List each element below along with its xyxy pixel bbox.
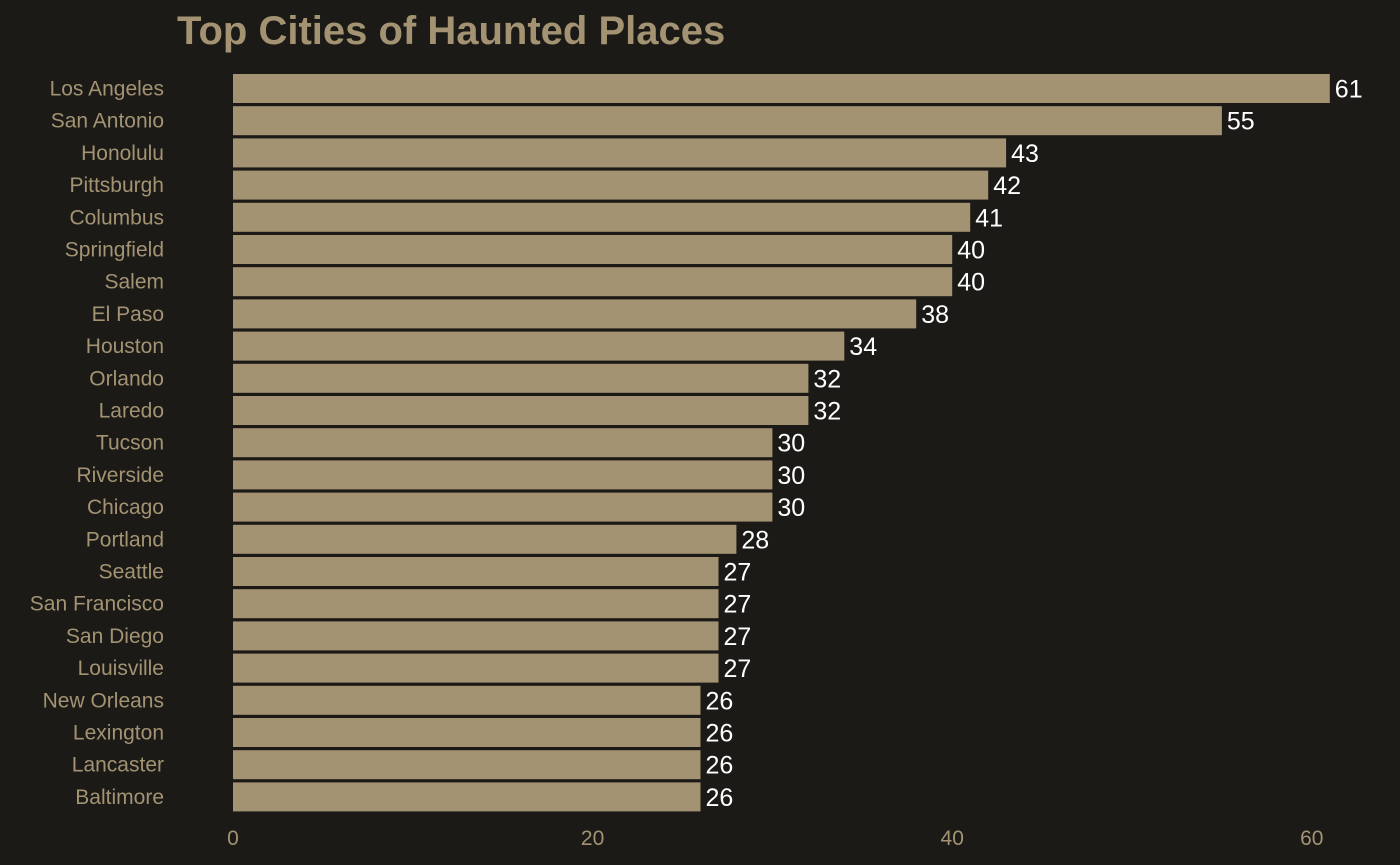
category-label: Louisville	[78, 657, 164, 680]
bar	[233, 782, 701, 812]
category-label: Pittsburgh	[69, 174, 164, 197]
x-axis-ticks: 0 20 40 60	[227, 827, 1323, 850]
bar	[233, 138, 1007, 168]
value-label: 27	[724, 623, 752, 651]
value-label: 61	[1335, 76, 1363, 104]
bar	[233, 750, 701, 780]
category-label: Lexington	[73, 722, 164, 745]
value-label: 40	[957, 237, 985, 265]
value-label: 27	[724, 559, 752, 587]
x-tick-label: 0	[227, 827, 239, 850]
bar	[233, 589, 719, 619]
bar	[233, 170, 989, 200]
value-label: 26	[706, 784, 734, 812]
bar	[233, 396, 809, 425]
bar	[233, 331, 845, 361]
bar	[233, 202, 971, 232]
value-label: 34	[849, 333, 877, 361]
bar	[233, 428, 773, 458]
category-labels: Los Angeles San Antonio Honolulu Pittsburgh…	[30, 78, 164, 809]
bar	[233, 460, 773, 490]
value-label: 55	[1227, 108, 1255, 136]
x-tick-label: 40	[941, 827, 964, 850]
category-label: Baltimore	[75, 786, 164, 809]
value-label: 32	[813, 365, 841, 393]
x-tick-label: 60	[1300, 827, 1323, 850]
value-label: 43	[1011, 140, 1039, 168]
bar	[233, 267, 953, 297]
bar	[233, 74, 1330, 103]
value-label: 27	[724, 591, 752, 619]
category-label: Laredo	[99, 400, 164, 423]
bars-layer	[233, 74, 1330, 812]
bar	[233, 524, 737, 554]
category-label: Lancaster	[72, 754, 164, 777]
value-label: 26	[706, 752, 734, 780]
value-label: 30	[777, 430, 805, 458]
value-label: 32	[813, 398, 841, 426]
category-label: El Paso	[92, 303, 164, 326]
category-label: Salem	[104, 271, 164, 294]
category-label: Chicago	[87, 496, 164, 519]
bar	[233, 363, 809, 393]
category-label: Springfield	[65, 239, 164, 262]
value-label: 30	[777, 462, 805, 490]
category-label: Columbus	[69, 206, 164, 229]
x-tick-label: 20	[581, 827, 604, 850]
bar	[233, 718, 701, 747]
chart-title: Top Cities of Haunted Places	[177, 9, 725, 53]
value-label: 30	[777, 494, 805, 522]
value-labels: 61 55 43 42 41 40 40 38 34 32 32 30 30 30 28 27 27 27 27 26…	[706, 76, 1363, 812]
value-label: 40	[957, 269, 985, 297]
value-label: 28	[741, 526, 769, 554]
value-label: 41	[975, 204, 1003, 232]
value-label: 26	[706, 687, 734, 715]
value-label: 27	[724, 655, 752, 683]
value-label: 26	[706, 720, 734, 748]
category-label: Riverside	[76, 464, 164, 487]
category-label: Orlando	[89, 367, 164, 390]
category-label: Houston	[86, 335, 164, 358]
category-label: Portland	[86, 528, 164, 551]
category-label: San Antonio	[51, 110, 164, 133]
value-label: 42	[993, 172, 1021, 200]
bar	[233, 106, 1222, 136]
category-label: Honolulu	[81, 142, 164, 165]
category-label: Seattle	[99, 561, 164, 584]
category-label: Los Angeles	[50, 78, 164, 101]
bar	[233, 235, 953, 264]
value-label: 38	[921, 301, 949, 329]
bar	[233, 492, 773, 522]
category-label: New Orleans	[43, 689, 164, 712]
bar	[233, 685, 701, 715]
category-label: Tucson	[96, 432, 164, 455]
bar	[233, 557, 719, 586]
category-label: San Diego	[66, 625, 164, 648]
bar	[233, 299, 917, 329]
category-label: San Francisco	[30, 593, 164, 616]
bar	[233, 621, 719, 651]
bar	[233, 653, 719, 683]
